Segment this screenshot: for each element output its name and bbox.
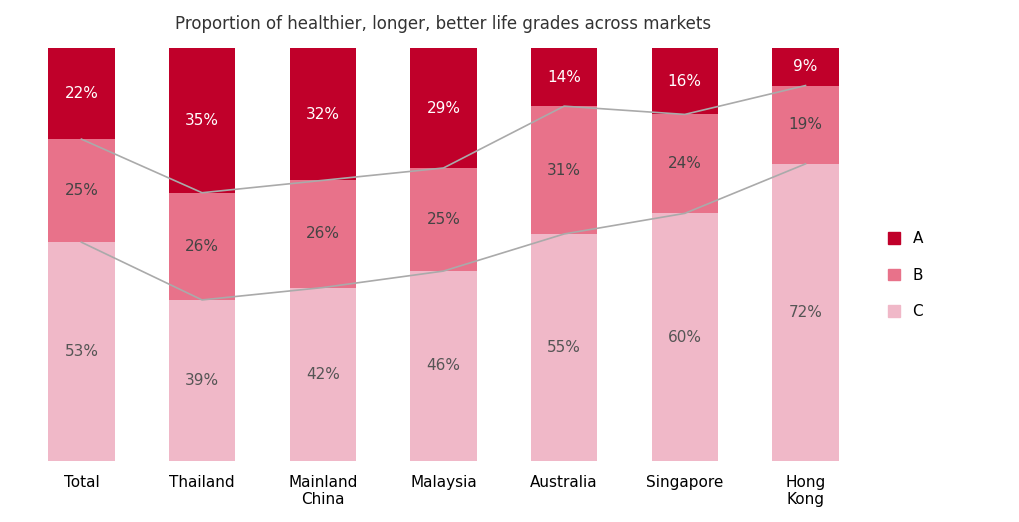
- Title: Proportion of healthier, longer, better life grades across markets: Proportion of healthier, longer, better …: [175, 15, 711, 33]
- Bar: [411, 168, 477, 271]
- Legend: A, B, C: A, B, C: [889, 231, 923, 319]
- Bar: [48, 139, 114, 242]
- Text: 55%: 55%: [547, 340, 581, 355]
- Text: 39%: 39%: [185, 373, 219, 388]
- Text: 60%: 60%: [667, 329, 702, 345]
- Text: 42%: 42%: [306, 366, 339, 382]
- Bar: [289, 288, 356, 461]
- Text: 29%: 29%: [426, 101, 461, 116]
- Text: 22%: 22%: [64, 86, 98, 101]
- Bar: [772, 86, 839, 164]
- Text: 19%: 19%: [789, 117, 822, 132]
- Bar: [531, 49, 597, 106]
- Bar: [289, 181, 356, 288]
- Bar: [531, 234, 597, 461]
- Bar: [411, 49, 477, 168]
- Bar: [169, 49, 235, 193]
- Text: 26%: 26%: [185, 239, 219, 254]
- Bar: [411, 271, 477, 461]
- Text: 53%: 53%: [64, 344, 99, 359]
- Text: 16%: 16%: [667, 74, 702, 89]
- Bar: [651, 213, 718, 461]
- Text: 32%: 32%: [306, 107, 339, 122]
- Text: 35%: 35%: [185, 113, 219, 128]
- Bar: [651, 49, 718, 114]
- Bar: [48, 49, 114, 139]
- Text: 26%: 26%: [306, 227, 339, 242]
- Bar: [651, 114, 718, 213]
- Bar: [531, 106, 597, 234]
- Bar: [169, 193, 235, 300]
- Text: 46%: 46%: [426, 359, 461, 373]
- Bar: [289, 49, 356, 181]
- Bar: [772, 164, 839, 461]
- Text: 25%: 25%: [64, 183, 98, 198]
- Bar: [772, 49, 839, 86]
- Bar: [48, 242, 114, 461]
- Text: 25%: 25%: [427, 212, 461, 227]
- Text: 9%: 9%: [794, 60, 817, 75]
- Text: 31%: 31%: [547, 162, 581, 177]
- Bar: [169, 300, 235, 461]
- Text: 14%: 14%: [547, 70, 581, 85]
- Text: 72%: 72%: [789, 305, 822, 320]
- Text: 24%: 24%: [667, 157, 702, 171]
